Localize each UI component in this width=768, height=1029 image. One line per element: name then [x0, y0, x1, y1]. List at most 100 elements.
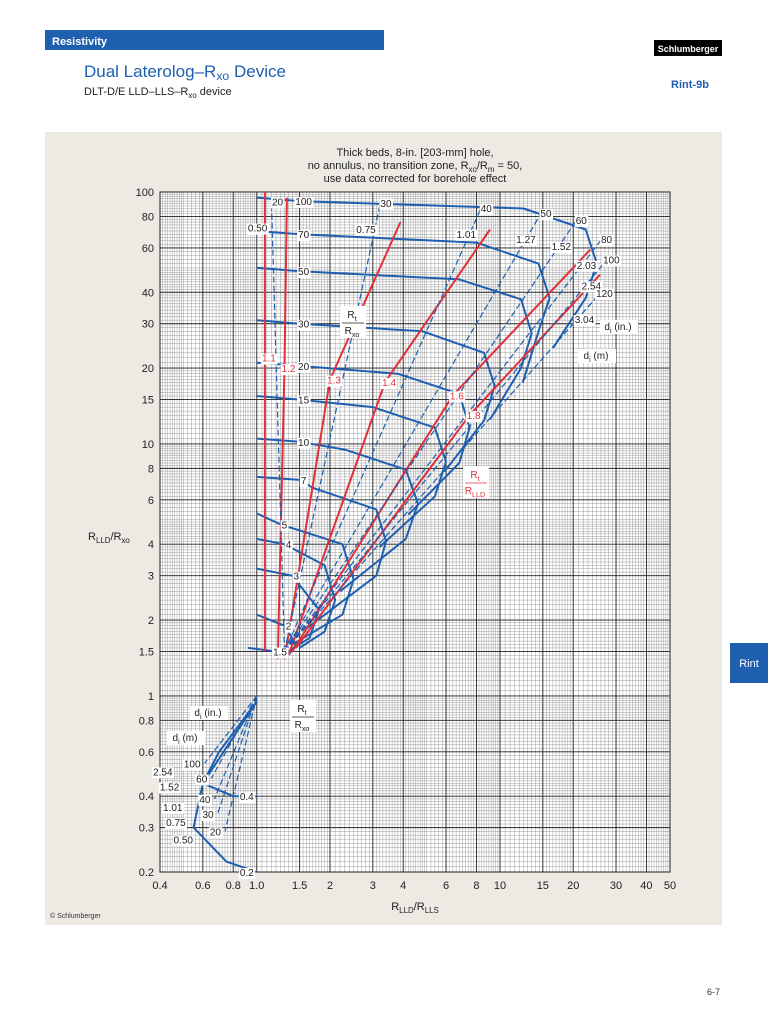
- di-label-bg: [578, 349, 616, 363]
- curve-label: 60: [196, 775, 208, 786]
- y-tick-label: 0.6: [139, 747, 154, 759]
- curve-label: 1.5: [273, 648, 287, 659]
- text-part: Device: [229, 62, 286, 81]
- curve-label: 0.4: [240, 792, 254, 803]
- y-tick-label: 30: [142, 319, 154, 331]
- di-curve: [270, 203, 286, 652]
- curve-label: 20: [272, 198, 284, 209]
- curve: [256, 475, 387, 630]
- curve-label-group: 1.6: [448, 391, 466, 403]
- text-part: /R: [414, 901, 425, 913]
- x-tick-label: 0.4: [152, 880, 167, 892]
- di-curve: [284, 261, 606, 652]
- text-part: /R: [110, 531, 121, 543]
- label-bg: [595, 289, 615, 301]
- label-bg: [580, 281, 603, 293]
- text-part: (m): [591, 351, 609, 362]
- curve-label-group: 0.50: [172, 835, 195, 847]
- curve-label: 30: [298, 320, 310, 331]
- y-tick-label: 3: [148, 571, 154, 583]
- curve-label-group: 50: [297, 267, 311, 279]
- label-bg: [272, 647, 289, 659]
- curve-label-group: 80: [599, 234, 614, 246]
- text-part: R: [347, 310, 354, 321]
- curve-label-group: 10: [297, 437, 311, 449]
- page-subtitle: DLT-D/E LLD–LLS–Rxo device: [84, 86, 232, 100]
- x-tick-label: 8: [473, 880, 479, 892]
- label-bg: [299, 475, 308, 487]
- label-bg: [297, 319, 311, 331]
- curve-label: 30: [380, 199, 392, 210]
- text-part: device: [197, 86, 232, 98]
- curve-label: 60: [576, 216, 588, 227]
- page-title: Dual Laterolog–Rxo Device: [84, 62, 286, 83]
- curve-label: 50: [540, 209, 552, 220]
- curve-label-group: 2.54: [152, 767, 175, 779]
- label-bg: [573, 315, 596, 327]
- text-part: d: [584, 351, 590, 362]
- text-part: (in.): [202, 708, 222, 719]
- curve-label: 10: [298, 438, 310, 449]
- page-code: Rint-9b: [671, 79, 709, 91]
- label-bg: [297, 437, 311, 449]
- label-bg: [539, 209, 553, 221]
- y-tick-label: 0.4: [139, 791, 154, 803]
- curve-label: 80: [601, 235, 613, 246]
- di-curve: [224, 695, 258, 832]
- x-tick-label: 1.0: [249, 880, 264, 892]
- y-tick-label: 0.3: [139, 823, 154, 835]
- subscript: LLD: [96, 536, 111, 545]
- curve-label: 100: [603, 255, 620, 266]
- curve-label: 1.4: [382, 378, 396, 389]
- label-bg: [297, 267, 311, 279]
- plot-area: [160, 192, 670, 872]
- curve-label: 1.6: [450, 391, 464, 402]
- y-tick-label: 6: [148, 495, 154, 507]
- label-bg: [238, 792, 256, 804]
- tab-label[interactable]: Rint: [739, 658, 759, 670]
- subscript: xo: [121, 536, 130, 545]
- chart-title-line: no annulus, no transition zone, Rxo/Rm =…: [308, 160, 523, 174]
- curve-label-group: 1.27: [515, 235, 538, 247]
- di-curve: [217, 695, 258, 815]
- curve-label: 2.03: [577, 261, 597, 272]
- text-part: d: [604, 322, 610, 333]
- subscript: t: [355, 314, 357, 323]
- di-label: di (in.): [604, 322, 631, 335]
- curve-label-group: 30: [297, 319, 311, 331]
- di-curve: [204, 695, 258, 764]
- y-tick-label: 10: [142, 439, 154, 451]
- y-tick-label: 4: [148, 539, 154, 551]
- x-tick-label: 30: [610, 880, 622, 892]
- curve-label: 0.75: [166, 818, 186, 829]
- y-tick-label: 40: [142, 287, 154, 299]
- page-number: 6-7: [707, 987, 720, 997]
- label-bg: [379, 198, 393, 210]
- text-part: R: [345, 326, 352, 337]
- subscript: m: [488, 165, 495, 174]
- text-part: Dual Laterolog–R: [84, 62, 216, 81]
- fraction-numerator: Rt: [470, 470, 479, 483]
- text-part: (in.): [612, 322, 632, 333]
- curve-label: 20: [210, 827, 222, 838]
- subscript: xo: [469, 165, 478, 174]
- label-bg: [172, 835, 195, 847]
- tab[interactable]: [730, 643, 768, 683]
- label-bg: [270, 197, 285, 209]
- curve-label-group: 0.50: [246, 223, 269, 235]
- subscript: xo: [302, 724, 310, 733]
- label-bg: [280, 520, 289, 532]
- y-tick-label: 2: [148, 615, 154, 627]
- text-part: Thick beds, 8-in. [203-mm] hole,: [336, 147, 493, 159]
- label-bg: [479, 203, 494, 215]
- curve-label-group: 2.54: [580, 281, 603, 293]
- di-curve: [284, 294, 599, 652]
- label-bg: [515, 235, 538, 247]
- curve-label-group: 40: [479, 203, 494, 215]
- label-bg: [195, 774, 209, 786]
- fraction-bg: [290, 700, 316, 732]
- curve-label-group: 0.2: [238, 868, 256, 879]
- label-bg: [162, 802, 184, 814]
- text-part: = 50,: [494, 160, 522, 172]
